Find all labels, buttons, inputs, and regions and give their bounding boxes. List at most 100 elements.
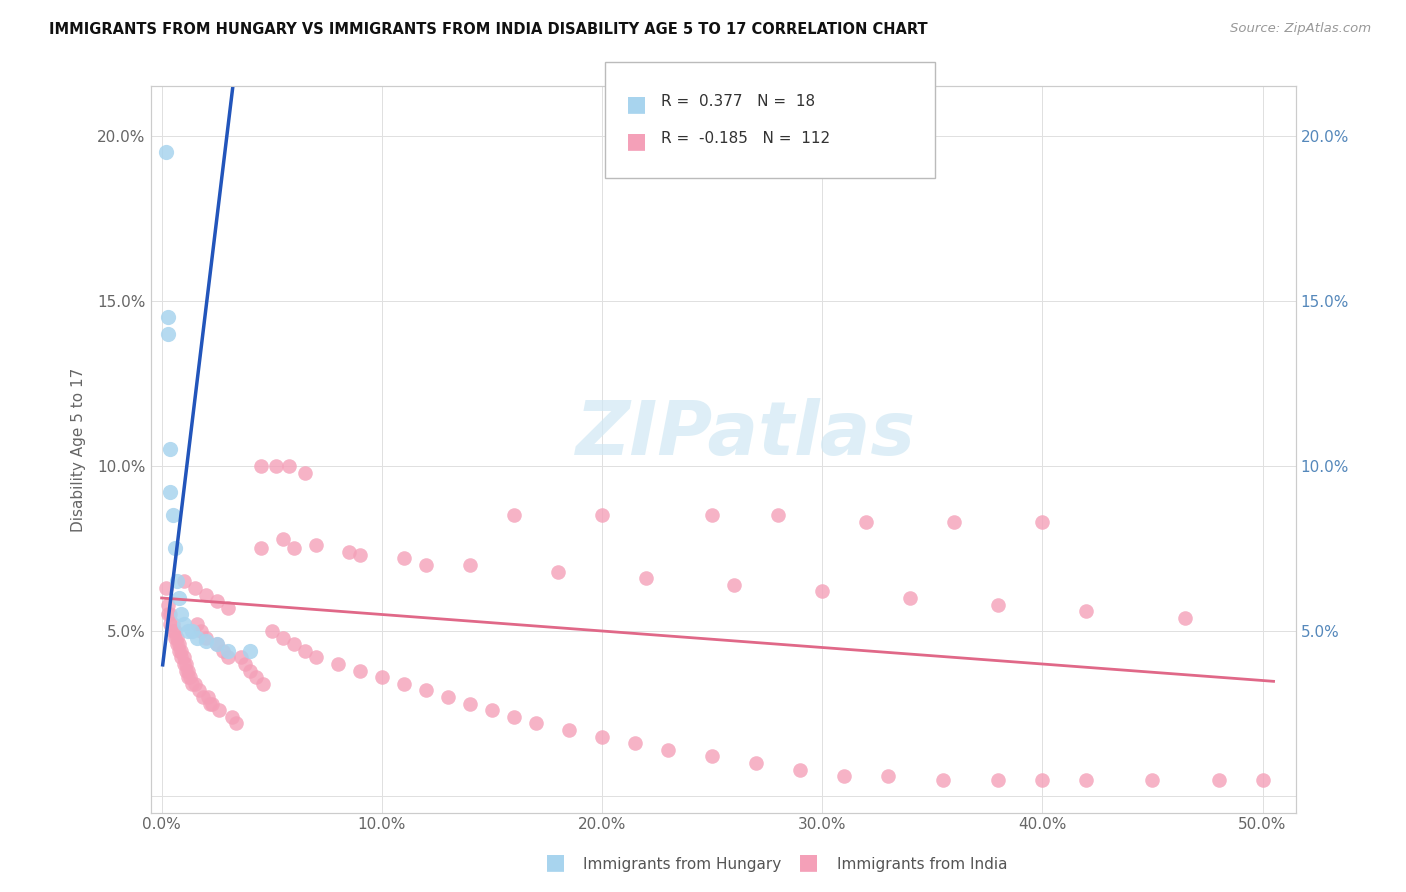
Point (167, 637, 190, 651)
Point (811, 584, 834, 599)
Point (170, 650, 193, 665)
Point (294, 466, 316, 480)
Point (437, 690, 460, 704)
Point (159, 485, 181, 500)
Point (205, 637, 228, 651)
Point (326, 657, 349, 671)
Point (166, 631, 188, 645)
Point (162, 508, 184, 523)
Point (305, 650, 328, 665)
Point (177, 664, 200, 678)
Text: R =  0.377   N =  18: R = 0.377 N = 18 (661, 94, 815, 109)
Text: ■: ■ (626, 131, 647, 151)
Point (503, 508, 526, 523)
Point (225, 716, 247, 731)
Point (157, 326, 180, 341)
Point (197, 690, 219, 704)
Point (194, 588, 217, 602)
Point (181, 677, 204, 691)
Point (832, 769, 855, 783)
Point (252, 677, 274, 691)
Point (1031, 515, 1053, 529)
Point (305, 538, 328, 552)
Point (415, 683, 437, 698)
Point (193, 690, 215, 704)
Point (898, 591, 921, 605)
Point (181, 624, 204, 638)
Point (173, 657, 195, 671)
Point (700, 749, 723, 764)
Point (260, 624, 283, 638)
Point (877, 769, 900, 783)
Point (183, 677, 205, 691)
Point (271, 631, 294, 645)
Point (174, 657, 197, 671)
Point (1076, 772, 1098, 787)
Point (415, 558, 437, 572)
Point (217, 650, 239, 665)
Point (245, 670, 267, 684)
Point (170, 607, 193, 622)
Text: Immigrants from India: Immigrants from India (837, 857, 1007, 872)
Point (789, 763, 811, 777)
Point (159, 442, 181, 457)
Point (157, 598, 180, 612)
Point (591, 730, 613, 744)
Point (349, 664, 371, 678)
Point (1174, 611, 1197, 625)
Point (163, 624, 186, 638)
Point (481, 703, 503, 717)
Point (987, 598, 1010, 612)
Point (208, 703, 231, 717)
Point (173, 574, 195, 589)
Point (458, 697, 481, 711)
Point (503, 710, 526, 724)
Text: IMMIGRANTS FROM HUNGARY VS IMMIGRANTS FROM INDIA DISABILITY AGE 5 TO 17 CORRELAT: IMMIGRANTS FROM HUNGARY VS IMMIGRANTS FR… (49, 22, 928, 37)
Point (337, 545, 360, 559)
Point (155, 581, 177, 595)
Point (283, 541, 305, 556)
Text: Immigrants from Hungary: Immigrants from Hungary (583, 857, 782, 872)
Point (239, 644, 262, 658)
Point (198, 697, 221, 711)
Point (458, 558, 481, 572)
Point (547, 565, 569, 579)
Point (190, 624, 212, 638)
Point (167, 644, 190, 658)
Point (201, 697, 224, 711)
Point (1251, 772, 1274, 787)
Point (221, 710, 243, 724)
Point (657, 743, 679, 757)
Point (177, 670, 200, 684)
Point (212, 644, 235, 658)
Point (163, 541, 186, 556)
Point (278, 458, 301, 473)
Point (987, 772, 1010, 787)
Text: ■: ■ (799, 853, 818, 872)
Point (162, 617, 184, 632)
Point (264, 458, 287, 473)
Point (943, 515, 966, 529)
Point (173, 617, 195, 632)
Point (205, 594, 228, 608)
Point (163, 631, 186, 645)
Point (271, 532, 294, 546)
Point (157, 607, 180, 622)
Point (159, 617, 181, 632)
Point (349, 548, 371, 562)
Text: Source: ZipAtlas.com: Source: ZipAtlas.com (1230, 22, 1371, 36)
Point (186, 631, 208, 645)
Point (173, 650, 195, 665)
Point (205, 637, 228, 651)
Point (723, 578, 745, 592)
Point (745, 756, 768, 770)
Point (932, 772, 955, 787)
Point (392, 677, 415, 691)
Point (1142, 772, 1164, 787)
Point (177, 624, 200, 638)
Y-axis label: Disability Age 5 to 17: Disability Age 5 to 17 (72, 368, 86, 532)
Point (294, 644, 316, 658)
Point (162, 624, 184, 638)
Point (249, 541, 271, 556)
Point (179, 670, 201, 684)
